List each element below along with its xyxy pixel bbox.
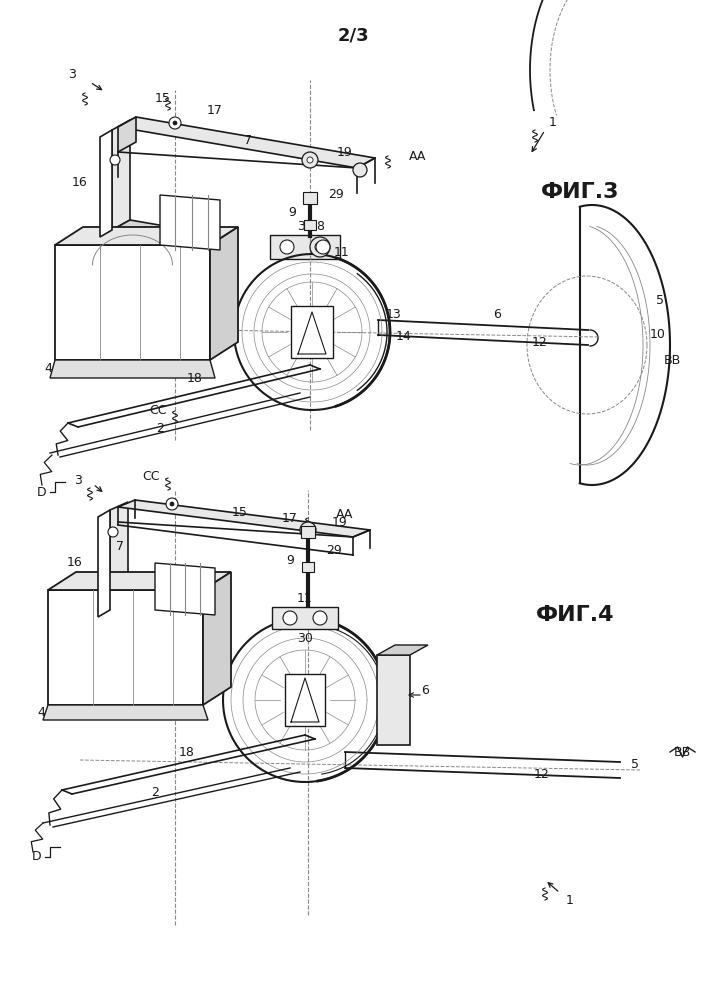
Polygon shape: [377, 655, 410, 745]
Polygon shape: [118, 500, 370, 537]
Text: ФИГ.3: ФИГ.3: [541, 182, 619, 202]
Text: BB: BB: [663, 354, 681, 366]
Polygon shape: [110, 602, 225, 626]
Text: 4: 4: [44, 361, 52, 374]
Polygon shape: [155, 563, 215, 615]
Circle shape: [302, 152, 318, 168]
Bar: [303, 192, 317, 204]
Polygon shape: [112, 120, 130, 230]
Text: 15: 15: [232, 506, 248, 518]
Text: 17: 17: [282, 512, 298, 526]
Text: 8: 8: [389, 706, 397, 718]
Circle shape: [305, 527, 311, 533]
Bar: [304, 220, 316, 230]
Text: 18: 18: [179, 746, 195, 758]
Text: 6: 6: [493, 308, 501, 322]
Polygon shape: [100, 130, 112, 237]
Bar: [285, 674, 325, 726]
Text: BB: BB: [673, 746, 691, 758]
Text: 5: 5: [656, 294, 664, 306]
Text: 10: 10: [650, 328, 666, 340]
Text: 19: 19: [337, 145, 353, 158]
Text: 18: 18: [187, 371, 203, 384]
Text: 2: 2: [156, 422, 164, 434]
Circle shape: [313, 611, 327, 625]
Text: 3: 3: [68, 68, 76, 82]
Circle shape: [300, 522, 316, 538]
Text: 16: 16: [67, 556, 83, 570]
Bar: [301, 526, 315, 538]
Text: 13: 13: [387, 672, 403, 684]
Polygon shape: [203, 572, 231, 705]
Text: D: D: [37, 486, 47, 498]
Text: 29: 29: [328, 188, 344, 202]
Polygon shape: [118, 117, 375, 168]
Text: 17: 17: [207, 104, 223, 116]
Polygon shape: [55, 227, 238, 245]
Text: 3: 3: [74, 474, 82, 487]
Text: 7: 7: [244, 133, 252, 146]
Polygon shape: [160, 195, 220, 250]
Circle shape: [280, 240, 294, 254]
Circle shape: [173, 121, 177, 125]
Bar: [302, 562, 314, 572]
Text: CC: CC: [149, 403, 167, 416]
Polygon shape: [110, 502, 128, 610]
Text: ФИГ.4: ФИГ.4: [536, 605, 614, 625]
Text: 12: 12: [534, 768, 550, 782]
Text: 6: 6: [421, 684, 429, 696]
Text: 9: 9: [286, 554, 294, 566]
Text: 19: 19: [332, 516, 348, 528]
Circle shape: [166, 498, 178, 510]
Circle shape: [310, 237, 330, 257]
Circle shape: [108, 527, 118, 537]
Polygon shape: [50, 360, 215, 378]
Polygon shape: [112, 220, 235, 248]
Text: 2: 2: [151, 786, 159, 800]
Bar: [291, 306, 333, 358]
Text: AA: AA: [409, 150, 427, 163]
Text: 30: 30: [297, 221, 313, 233]
Bar: [55, 245, 210, 360]
Circle shape: [316, 240, 330, 254]
Circle shape: [170, 502, 174, 506]
Text: 2/3: 2/3: [337, 26, 369, 44]
Text: 29: 29: [326, 544, 341, 556]
Polygon shape: [98, 510, 110, 617]
Circle shape: [169, 117, 181, 129]
Circle shape: [283, 611, 297, 625]
Text: AA: AA: [337, 508, 354, 522]
Text: CC: CC: [142, 471, 160, 484]
Text: 30: 30: [297, 632, 313, 645]
Polygon shape: [48, 572, 231, 590]
Text: 12: 12: [532, 336, 548, 349]
Text: D: D: [33, 850, 42, 863]
Text: 11: 11: [297, 591, 313, 604]
Text: 4: 4: [37, 706, 45, 718]
Text: 13: 13: [386, 308, 402, 320]
Text: 16: 16: [72, 176, 88, 188]
Polygon shape: [210, 227, 238, 360]
Polygon shape: [43, 705, 208, 720]
Text: 15: 15: [155, 93, 171, 105]
Text: 11: 11: [334, 245, 350, 258]
Circle shape: [353, 163, 367, 177]
FancyBboxPatch shape: [272, 607, 338, 629]
Bar: [48, 590, 203, 705]
Circle shape: [307, 157, 313, 163]
FancyBboxPatch shape: [270, 235, 340, 259]
Text: 5: 5: [631, 758, 639, 772]
Polygon shape: [118, 117, 136, 152]
Text: 7: 7: [116, 540, 124, 554]
Text: 14: 14: [396, 330, 412, 344]
Text: 8: 8: [316, 221, 324, 233]
Polygon shape: [377, 645, 428, 655]
Text: 9: 9: [288, 206, 296, 219]
Circle shape: [315, 242, 325, 252]
Text: 1: 1: [549, 115, 557, 128]
Text: 14: 14: [375, 724, 391, 736]
Circle shape: [110, 155, 120, 165]
Text: 1: 1: [566, 894, 574, 906]
